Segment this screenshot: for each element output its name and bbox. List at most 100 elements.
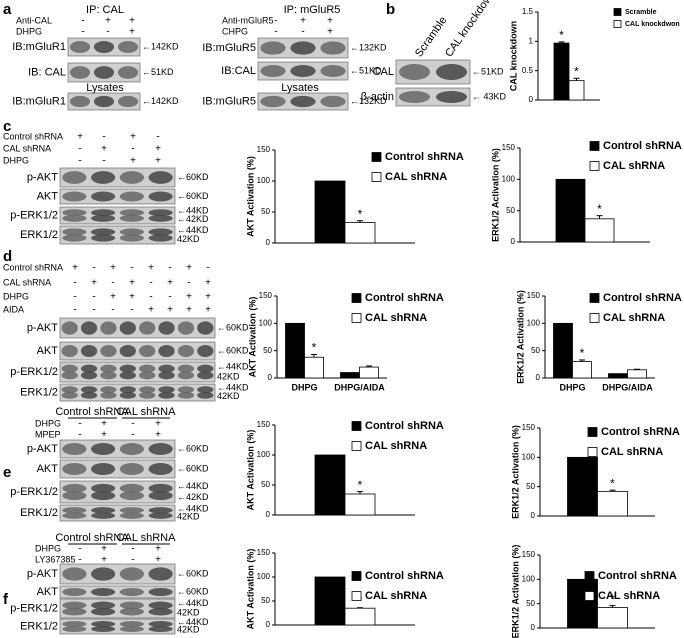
- panel-letter: e: [3, 464, 11, 481]
- size-marker: 42KD: [177, 511, 200, 521]
- band: [61, 364, 78, 373]
- group-label: CAL shRNA: [117, 532, 177, 544]
- sign: -: [149, 292, 152, 303]
- sign: +: [110, 292, 116, 303]
- y-tick-label: 50: [263, 346, 272, 355]
- row-label: AKT: [37, 345, 59, 357]
- legend-label: CAL shRNA: [603, 160, 665, 172]
- x-tick-label: DHPG: [291, 382, 317, 392]
- sign: +: [101, 544, 107, 555]
- sign: +: [186, 292, 192, 303]
- y-axis-label: AKT Activation (%): [245, 549, 255, 630]
- band: [139, 364, 156, 373]
- sign: -: [149, 278, 152, 289]
- band: [91, 228, 116, 236]
- band: [80, 386, 98, 394]
- y-tick-label: 50: [526, 599, 535, 608]
- band: [119, 234, 144, 242]
- bar: [597, 490, 628, 517]
- band: [62, 228, 87, 236]
- panel-letter: b: [386, 1, 395, 18]
- band: [148, 621, 173, 627]
- row-label: p-AKT: [27, 568, 58, 580]
- band: [177, 371, 195, 380]
- band: [119, 483, 144, 493]
- band: [148, 567, 173, 581]
- band: [62, 601, 87, 610]
- band: [91, 443, 116, 455]
- y-tick-label: 0: [531, 511, 536, 520]
- row-label: IB:mGluR1: [12, 41, 66, 53]
- band: [119, 391, 136, 399]
- y-tick-label: 0: [266, 510, 271, 519]
- y-tick-label: 100: [259, 318, 273, 327]
- y-axis-label: AKT Activation (%): [245, 156, 255, 237]
- band: [91, 567, 116, 581]
- blot-background: [59, 225, 176, 245]
- band: [62, 607, 87, 616]
- legend-swatch: [613, 20, 622, 28]
- band: [119, 371, 136, 380]
- sign: +: [167, 278, 173, 289]
- size-marker: ←44KD: [177, 206, 209, 216]
- bar: [627, 369, 647, 379]
- bar: [344, 493, 376, 516]
- sign: +: [155, 419, 161, 430]
- blot-background: [59, 206, 176, 225]
- size-marker: ←44KD: [217, 383, 249, 393]
- bar: [314, 576, 346, 626]
- sign: -: [78, 430, 81, 441]
- y-tick-label: 100: [502, 174, 516, 183]
- sign: -: [130, 263, 133, 274]
- y-tick-label: 150: [522, 550, 536, 559]
- row-label: IB:CAL: [221, 65, 256, 77]
- panel-letter: d: [3, 248, 12, 265]
- sign: -: [131, 144, 134, 155]
- bar: [359, 366, 379, 379]
- band: [62, 191, 87, 202]
- blot-background: [59, 167, 176, 188]
- legend-label: CAL shRNA: [598, 590, 660, 602]
- band: [91, 209, 116, 217]
- sign: +: [186, 305, 192, 316]
- y-tick-label: 150: [527, 291, 541, 300]
- legend-swatch: [351, 441, 362, 451]
- row-label: ERK1/2: [20, 386, 58, 398]
- y-tick-label: 0: [268, 373, 273, 382]
- x-tick-label: DHPG: [559, 382, 585, 392]
- sign: +: [101, 430, 107, 441]
- band: [148, 507, 173, 514]
- band: [62, 512, 87, 519]
- blot-background: [59, 459, 176, 479]
- band: [62, 588, 87, 596]
- y-tick-label: 150: [502, 143, 516, 152]
- sign: +: [327, 27, 333, 38]
- band: [260, 41, 286, 55]
- band: [119, 512, 144, 519]
- sign: +: [300, 16, 306, 27]
- band: [91, 621, 116, 627]
- size-marker: ←44KD: [177, 225, 209, 235]
- sign: -: [274, 16, 277, 27]
- band: [93, 41, 115, 53]
- condition-label: DHPG: [3, 291, 29, 301]
- bar: [553, 42, 570, 101]
- band: [119, 171, 144, 184]
- size-marker: ←132KD: [350, 42, 387, 52]
- significance: *: [358, 207, 363, 221]
- panel-letter: f: [3, 591, 9, 608]
- condition-label: DHPG: [3, 155, 29, 165]
- legend-swatch: [351, 571, 362, 581]
- size-marker: ←51KD: [350, 65, 382, 75]
- band: [148, 209, 173, 217]
- size-marker: ←44KD: [217, 361, 249, 371]
- band: [139, 371, 156, 380]
- condition-label: AIDA: [3, 304, 24, 314]
- band: [62, 621, 87, 627]
- band: [69, 95, 91, 108]
- band: [91, 234, 116, 242]
- band: [398, 64, 431, 80]
- row-label: p-ERK1/2: [10, 602, 58, 614]
- size-marker: ←60KD: [177, 172, 209, 182]
